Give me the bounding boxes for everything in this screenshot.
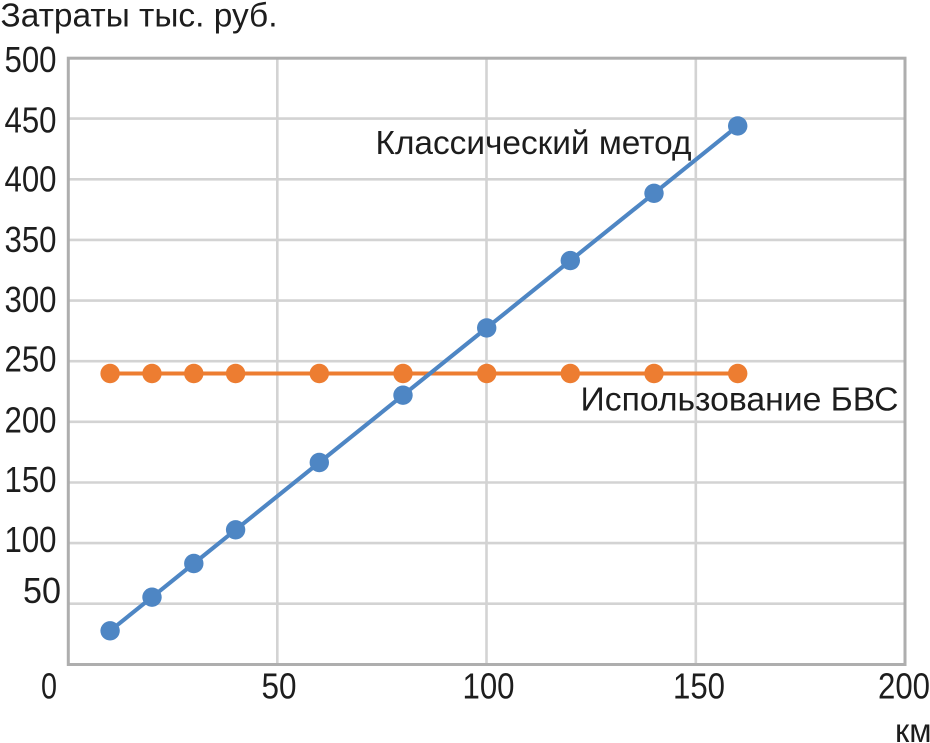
svg-text:300: 300: [5, 279, 57, 320]
svg-text:200: 200: [5, 400, 57, 441]
svg-text:Затраты тыс. руб.: Затраты тыс. руб.: [1, 0, 278, 34]
svg-text:200: 200: [878, 665, 930, 706]
svg-text:0: 0: [41, 665, 57, 706]
svg-text:км: км: [895, 712, 930, 743]
svg-text:50: 50: [262, 665, 297, 706]
svg-text:400: 400: [5, 159, 57, 200]
svg-text:100: 100: [5, 519, 57, 560]
svg-text:50: 50: [23, 570, 61, 611]
svg-text:Классический метод: Классический метод: [376, 124, 692, 161]
svg-text:100: 100: [463, 665, 515, 706]
svg-text:250: 250: [5, 339, 57, 380]
svg-text:Использование БВС: Использование БВС: [581, 381, 899, 418]
svg-text:500: 500: [5, 39, 57, 80]
svg-text:450: 450: [5, 99, 57, 140]
svg-text:350: 350: [5, 219, 57, 260]
svg-text:150: 150: [5, 459, 57, 500]
svg-text:150: 150: [673, 665, 725, 706]
